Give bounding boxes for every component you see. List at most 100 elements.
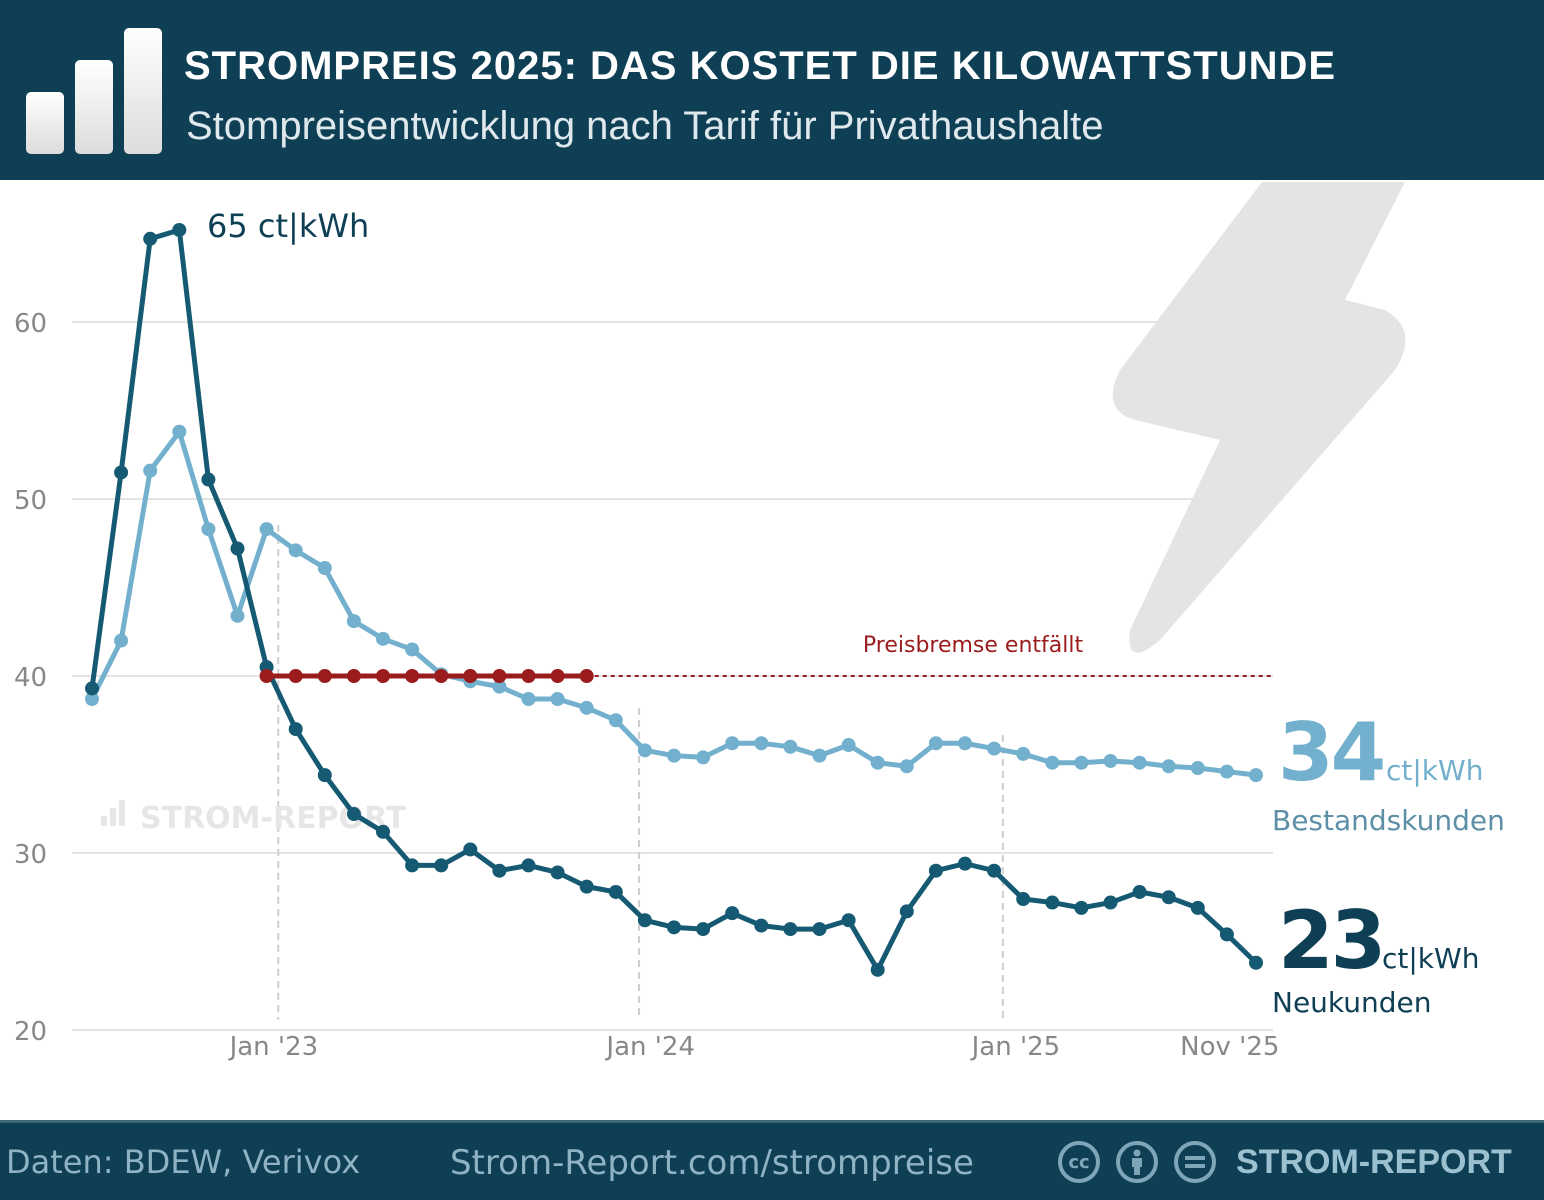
data-point-neukunden xyxy=(288,722,303,737)
data-point-bestandskunden xyxy=(1219,764,1234,779)
data-point-bestandskunden xyxy=(667,748,681,763)
bestand-value: 34 xyxy=(1278,706,1383,799)
data-point-neukunden xyxy=(1219,927,1234,942)
data-point-neukunden xyxy=(463,842,478,857)
neu-unit: ct|kWh xyxy=(1382,942,1479,975)
source-link[interactable]: Strom-Report.com/strompreise xyxy=(450,1143,974,1183)
price-cap-point xyxy=(259,669,274,683)
cc-icon: cc xyxy=(1058,1141,1100,1183)
data-point-neukunden xyxy=(550,865,565,880)
price-cap-point xyxy=(405,669,420,683)
data-point-bestandskunden xyxy=(783,739,798,754)
data-point-bestandskunden xyxy=(899,759,914,774)
data-point-bestandskunden xyxy=(754,736,769,751)
neu-value: 23 xyxy=(1278,894,1383,987)
data-point-neukunden xyxy=(812,922,827,937)
price-cap-point xyxy=(463,669,478,683)
data-point-neukunden xyxy=(1016,892,1031,907)
header: STROMPREIS 2025: DAS KOSTET DIE KILOWATT… xyxy=(0,0,1544,180)
price-cap-point xyxy=(317,669,332,683)
y-tick-label: 20 xyxy=(14,1017,47,1047)
data-point-bestandskunden xyxy=(725,736,740,751)
data-point-neukunden xyxy=(928,863,943,878)
data-point-neukunden xyxy=(987,863,1002,878)
price-cap-label: Preisbremse entfällt xyxy=(863,633,1084,658)
data-point-bestandskunden xyxy=(230,608,245,623)
footer: Daten: BDEW, Verivox Strom-Report.com/st… xyxy=(0,1120,1544,1200)
y-tick-label: 30 xyxy=(14,840,47,870)
data-point-bestandskunden xyxy=(346,614,361,629)
data-point-neukunden xyxy=(958,856,972,871)
x-tick-label: Jan '23 xyxy=(228,1032,319,1062)
data-point-neukunden xyxy=(1074,900,1089,915)
lightning-bolt-icon xyxy=(1112,182,1406,653)
data-point-bestandskunden xyxy=(317,561,332,576)
data-point-neukunden xyxy=(317,768,332,783)
bestand-unit: ct|kWh xyxy=(1386,754,1483,787)
data-point-neukunden xyxy=(637,913,652,928)
series-line-neukunden xyxy=(89,227,1258,973)
data-point-bestandskunden xyxy=(1249,768,1263,783)
data-point-bestandskunden xyxy=(1103,753,1118,768)
bestand-name: Bestandskunden xyxy=(1272,804,1505,837)
data-point-bestandskunden xyxy=(812,748,827,763)
data-point-bestandskunden xyxy=(376,631,390,646)
peak-label: 65 ct|kWh xyxy=(207,207,369,245)
data-point-bestandskunden xyxy=(1132,755,1147,770)
data-point-bestandskunden xyxy=(1016,746,1031,761)
data-point-neukunden xyxy=(376,824,390,839)
data-point-bestandskunden xyxy=(987,741,1002,756)
data-point-neukunden xyxy=(608,884,623,899)
price-cap-point xyxy=(346,669,361,683)
data-point-neukunden xyxy=(346,807,361,822)
data-point-neukunden xyxy=(405,858,420,873)
data-point-bestandskunden xyxy=(85,692,99,707)
y-tick-label: 60 xyxy=(14,309,47,339)
data-point-neukunden xyxy=(1103,895,1118,910)
data-point-neukunden xyxy=(1045,895,1060,910)
price-cap-point xyxy=(434,669,449,683)
data-point-neukunden xyxy=(201,472,216,487)
data-point-neukunden xyxy=(725,906,740,921)
data-point-bestandskunden xyxy=(928,736,943,751)
data-point-neukunden xyxy=(143,231,158,246)
x-tick-label: Jan '25 xyxy=(970,1032,1061,1062)
data-point-neukunden xyxy=(1132,884,1147,899)
price-cap-point xyxy=(550,669,565,683)
watermark: STROM-REPORT xyxy=(140,801,407,836)
data-point-neukunden xyxy=(492,863,507,878)
price-cap-point xyxy=(521,669,536,683)
bar-chart-icon xyxy=(26,28,162,154)
data-point-bestandskunden xyxy=(608,713,623,728)
data-point-bestandskunden xyxy=(259,522,274,537)
data-point-bestandskunden xyxy=(288,543,303,558)
data-point-bestandskunden xyxy=(1074,755,1089,770)
data-point-bestandskunden xyxy=(870,755,885,770)
data-point-neukunden xyxy=(754,918,769,933)
data-point-neukunden xyxy=(521,858,536,873)
data-point-neukunden xyxy=(579,879,594,894)
data-point-bestandskunden xyxy=(637,743,652,758)
data-point-bestandskunden xyxy=(1190,761,1205,776)
data-point-bestandskunden xyxy=(405,642,420,657)
neu-name: Neukunden xyxy=(1272,986,1432,1019)
data-point-neukunden xyxy=(1161,890,1176,905)
price-cap-point xyxy=(288,669,303,683)
no-derivatives-icon xyxy=(1174,1141,1216,1183)
price-cap-point xyxy=(376,669,390,683)
data-point-neukunden xyxy=(172,222,187,237)
data-point-bestandskunden xyxy=(114,633,129,648)
data-point-neukunden xyxy=(841,913,856,928)
data-point-bestandskunden xyxy=(841,738,856,753)
data-point-neukunden xyxy=(1249,955,1263,970)
data-source: Daten: BDEW, Verivox xyxy=(6,1143,361,1181)
data-point-neukunden xyxy=(783,922,798,937)
data-point-neukunden xyxy=(1190,900,1205,915)
x-tick-label: Jan '24 xyxy=(604,1032,695,1062)
data-point-bestandskunden xyxy=(172,424,187,439)
brand-name: STROM-REPORT xyxy=(1236,1143,1512,1181)
watermark-icon xyxy=(101,800,125,826)
data-point-neukunden xyxy=(114,465,129,480)
data-point-neukunden xyxy=(230,541,245,556)
